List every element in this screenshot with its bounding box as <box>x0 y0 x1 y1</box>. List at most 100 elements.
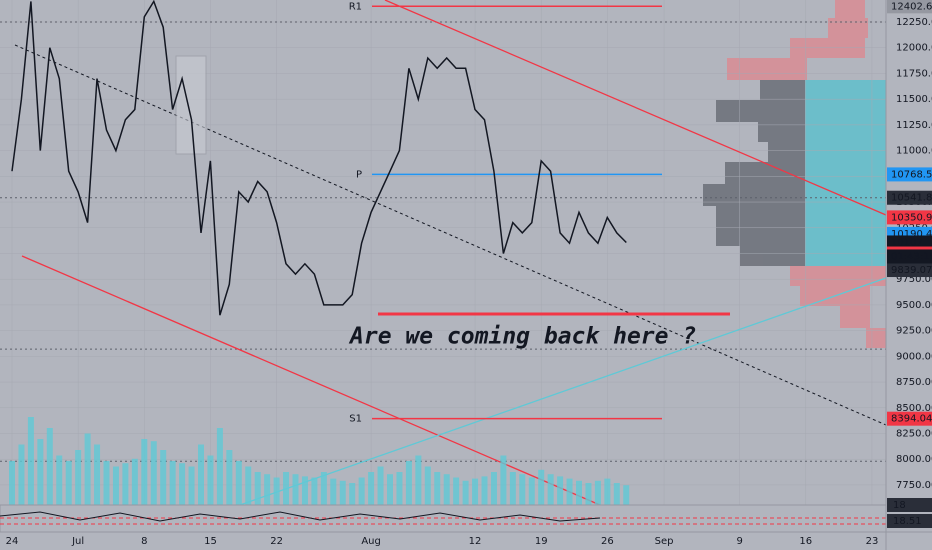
trend-line <box>14 44 887 426</box>
pivot-label: R1 <box>349 1 362 12</box>
y-tick-label: 11000.00 <box>896 146 932 157</box>
price-tag <box>887 411 932 426</box>
volume-bar <box>330 478 337 505</box>
y-tick-label: 12250.00 <box>896 17 932 28</box>
volume-profile <box>703 0 886 348</box>
volume-bar <box>594 480 601 505</box>
volume-bar <box>566 478 573 505</box>
volume-bar <box>65 461 72 505</box>
volume-bar <box>547 474 554 505</box>
volume-bar <box>179 463 186 505</box>
y-tick-label: 9750.00 <box>896 274 932 285</box>
volume-bar <box>264 474 271 505</box>
volume-bar <box>434 472 441 505</box>
volume-bar <box>226 450 233 505</box>
volume-bar <box>490 472 497 505</box>
volume-bar <box>424 466 431 505</box>
volume-bar <box>500 455 507 505</box>
volume-bar <box>396 472 403 505</box>
volume-bar <box>112 466 119 505</box>
y-tick-label: 11250.00 <box>896 120 932 131</box>
x-tick-label: 8 <box>141 536 147 547</box>
volume-bar <box>27 417 34 505</box>
volume-bar <box>387 474 393 505</box>
volume-bar <box>349 483 356 505</box>
volume-bar <box>472 478 479 505</box>
volume-bar <box>462 480 469 505</box>
volume-bar <box>339 480 346 505</box>
volume-bar <box>358 477 365 505</box>
volume-bar <box>46 428 53 505</box>
volume-bar <box>557 476 564 505</box>
indicator <box>0 511 601 522</box>
y-tick-label: 8000.00 <box>896 454 932 465</box>
price-tag <box>887 235 932 250</box>
price-line <box>11 0 627 316</box>
x-tick-label: 15 <box>204 536 217 547</box>
volume-bar <box>188 466 195 505</box>
volume-bar <box>576 480 582 505</box>
volume-bar <box>283 472 290 505</box>
x-tick-label: 23 <box>866 536 879 547</box>
volume-bar <box>141 439 148 505</box>
volume-bar <box>585 483 592 505</box>
price-tag <box>887 210 932 225</box>
x-tick-label: 19 <box>535 536 548 547</box>
volume-bar <box>122 463 129 505</box>
y-tick-label: 7750.00 <box>896 480 932 491</box>
x-tick-label: Aug <box>361 536 381 547</box>
volume-bar <box>131 458 138 505</box>
y-tick-label: 8500.00 <box>896 403 932 414</box>
annotation: Are we coming back here ? <box>348 324 696 350</box>
volume-bar <box>169 461 176 505</box>
volume-bar <box>519 474 526 505</box>
price-tag-label: 8394.04 <box>891 414 932 425</box>
highlight-box <box>175 55 207 155</box>
price-tag <box>887 167 932 182</box>
y-tick-label: 9500.00 <box>896 300 932 311</box>
price-tag-label: 10190.46 <box>891 229 932 240</box>
y-tick-label: 11500.00 <box>896 94 932 105</box>
y-tick-label: 9250.00 <box>896 326 932 337</box>
volume-bar <box>481 476 488 505</box>
trend-line <box>239 277 887 506</box>
volume-bar <box>207 455 214 505</box>
y-tick-label: 12000.00 <box>896 43 932 54</box>
trend-line <box>384 0 887 216</box>
volume-bar <box>613 483 620 505</box>
volume-bar <box>94 444 101 505</box>
indicator-tag-label: 18.51 <box>893 516 922 527</box>
volume-bar <box>150 441 157 505</box>
volume-bar <box>509 472 516 505</box>
volume-bar <box>443 474 450 505</box>
volume-bar <box>405 461 412 505</box>
volume-bar <box>301 476 308 505</box>
volume-bar <box>245 466 252 505</box>
x-tick-label: 9 <box>736 536 742 547</box>
price-tag-label: 12402.67 <box>891 1 932 12</box>
volume-bar <box>84 433 91 505</box>
price-tag <box>887 190 932 205</box>
price-tag-label: 10541.85 <box>891 193 932 204</box>
volume-bar <box>37 439 44 505</box>
x-tick-label: 24 <box>6 536 19 547</box>
countdown-tag <box>887 249 932 264</box>
pivot-label: S1 <box>349 414 362 425</box>
volume-bar <box>198 444 204 505</box>
x-tick-label: 22 <box>270 536 283 547</box>
volume-bar <box>538 469 545 505</box>
volume-bar <box>528 477 535 505</box>
volume-bar <box>75 450 82 505</box>
indicator-tag-label: 18 <box>893 500 906 511</box>
volume-bar <box>216 428 223 505</box>
volume-bar <box>292 474 299 505</box>
y-tick-label: 8750.00 <box>896 377 932 388</box>
volume-bar <box>415 455 422 505</box>
pivot-label: P <box>356 169 362 180</box>
x-tick-label: Sep <box>655 536 674 547</box>
price-tag-label: 9839.07 <box>891 265 932 276</box>
indicator-tag <box>887 498 932 512</box>
indicator-tag <box>887 514 932 528</box>
y-tick-label: 9000.00 <box>896 351 932 362</box>
